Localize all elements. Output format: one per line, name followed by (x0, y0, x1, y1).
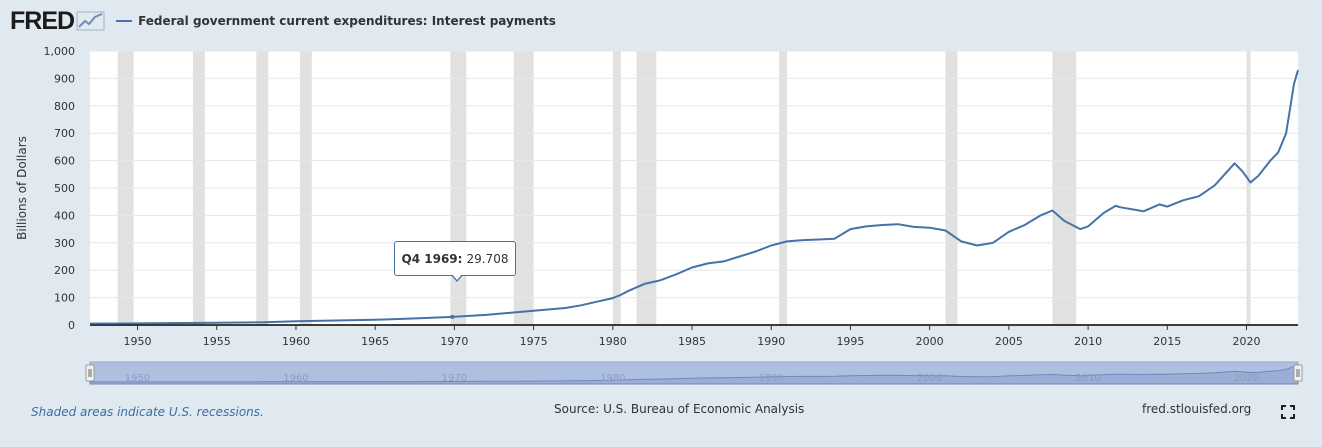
x-tick-label: 2015 (1153, 335, 1181, 348)
tooltip: Q4 1969: 29.708 (394, 241, 516, 276)
series-line[interactable] (89, 69, 1299, 325)
grid (90, 50, 1298, 299)
tooltip-value: 29.708 (466, 251, 509, 266)
navigator[interactable]: 1950 1960 1970 1980 1990 2000 2010 2020 (85, 361, 1303, 385)
x-tick-label: 1955 (203, 335, 231, 348)
fred-logo[interactable]: FRED (10, 6, 75, 35)
y-axis: 0 100 200 300 400 500 600 700 800 900 1,000 (44, 45, 1298, 332)
header: FRED Federal government current expendit… (10, 6, 556, 36)
site-link[interactable]: fred.stlouisfed.org (1142, 402, 1252, 416)
y-tick-label: 400 (54, 209, 75, 222)
navigator-handle-right[interactable] (1293, 364, 1303, 382)
y-tick-label: 100 (54, 292, 75, 305)
tooltip-arrow-inner (452, 274, 462, 280)
y-tick-label: 600 (54, 155, 75, 168)
navigator-series (89, 364, 1299, 385)
x-tick-label: 2000 (916, 335, 944, 348)
x-axis: 1950 1955 1960 1965 1970 1975 1980 1985 1990 1995… (124, 325, 1261, 348)
navigator-handle-left[interactable] (85, 364, 95, 382)
y-tick-label: 0 (68, 319, 75, 332)
x-tick-label: 1950 (124, 335, 152, 348)
x-tick-label: 1985 (678, 335, 706, 348)
navigator-tick-label: 1980 (600, 373, 625, 384)
navigator-tick-label: 2020 (1234, 373, 1259, 384)
navigator-tick-label: 1950 (125, 373, 150, 384)
x-tick-label: 2020 (1233, 335, 1261, 348)
source-text: Source: U.S. Bureau of Economic Analysis (554, 402, 805, 416)
navigator-tick-label: 2010 (1075, 373, 1100, 384)
fullscreen-icon[interactable] (1281, 405, 1295, 419)
x-tick-label: 1965 (361, 335, 389, 348)
x-tick-label: 1995 (836, 335, 864, 348)
tooltip-period: Q4 1969: (401, 251, 463, 266)
legend[interactable]: Federal government current expenditures:… (116, 14, 556, 28)
y-tick-label: 500 (54, 182, 75, 195)
x-tick-label: 2010 (1074, 335, 1102, 348)
tooltip-point (450, 314, 455, 319)
fred-chart-icon (76, 11, 105, 31)
recession-note: Shaded areas indicate U.S. recessions. (31, 405, 264, 419)
legend-swatch (116, 20, 133, 22)
legend-label: Federal government current expenditures:… (138, 14, 556, 28)
y-axis-label: Billions of Dollars (15, 136, 29, 240)
x-tick-label: 1980 (599, 335, 627, 348)
y-tick-label: 800 (54, 100, 75, 113)
navigator-tick-label: 1990 (759, 373, 784, 384)
navigator-tick-label: 1960 (283, 373, 308, 384)
y-tick-label: 200 (54, 264, 75, 277)
x-tick-label: 1990 (757, 335, 785, 348)
x-tick-label: 2005 (995, 335, 1023, 348)
y-tick-label: 1,000 (44, 45, 76, 58)
x-tick-label: 1960 (282, 335, 310, 348)
y-tick-label: 700 (54, 127, 75, 140)
x-tick-label: 1975 (520, 335, 548, 348)
x-tick-label: 1970 (440, 335, 468, 348)
y-tick-label: 900 (54, 72, 75, 85)
y-tick-label: 300 (54, 237, 75, 250)
navigator-tick-label: 2000 (917, 373, 942, 384)
navigator-tick-label: 1970 (442, 373, 467, 384)
